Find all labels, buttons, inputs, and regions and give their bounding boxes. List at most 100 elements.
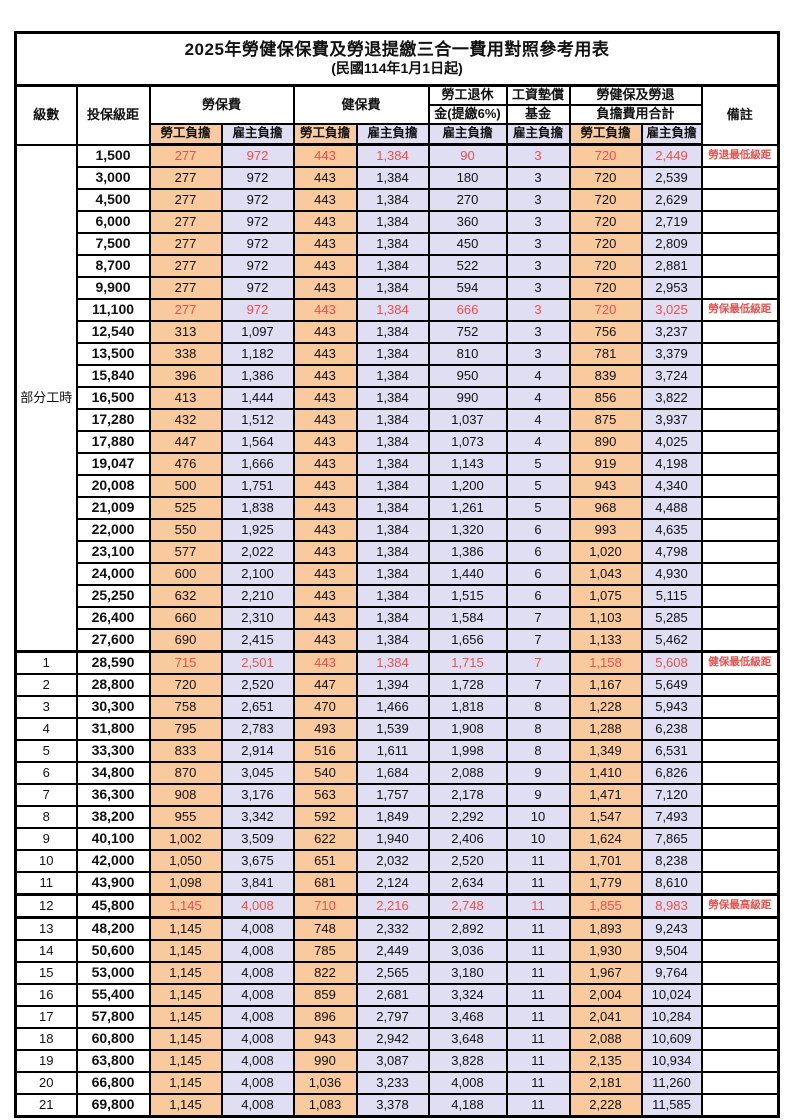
cell-level: 15 <box>14 961 78 985</box>
cell-labor-fee-employee: 277 <box>148 232 223 256</box>
cell-labor-fee-employee: 1,145 <box>148 939 223 963</box>
table-row: 19 63,800 1,145 4,008 990 3,087 3,828 11 2,135 10… <box>14 1049 780 1073</box>
cell-salary-bracket: 40,100 <box>75 827 151 851</box>
cell-labor-fee-employer: 2,415 <box>220 628 295 653</box>
col-header-salary-bracket: 投保級距 <box>75 84 151 146</box>
cell-level: 16 <box>14 983 78 1007</box>
cell-health-fee-employer: 1,849 <box>355 805 430 829</box>
cell-labor-fee-employer: 4,008 <box>220 1005 295 1029</box>
cell-health-fee-employer: 2,449 <box>355 939 430 963</box>
cell-remark <box>700 540 780 564</box>
table-row: 24,000 600 2,100 443 1,384 1,440 6 1,043 4,930 <box>16 562 780 586</box>
cell-health-fee-employer: 1,757 <box>355 783 430 807</box>
cell-remark <box>700 849 780 873</box>
cell-labor-fee-employee: 1,002 <box>148 827 223 851</box>
cell-labor-fee-employer: 2,914 <box>220 739 295 763</box>
cell-remark <box>700 827 780 851</box>
cell-health-fee-employee: 540 <box>292 761 358 785</box>
cell-salary-bracket: 1,500 <box>75 143 151 168</box>
cell-remark <box>700 232 780 256</box>
table-row: 11,100 277 972 443 1,384 666 3 720 3,025 勞保最低級距 <box>16 298 780 322</box>
cell-health-fee-employee: 592 <box>292 805 358 829</box>
cell-salary-bracket: 15,840 <box>75 364 151 388</box>
subheader-total-employer: 雇主負擔 <box>640 123 703 146</box>
col-header-total-line2: 負擔費用合計 <box>568 104 703 125</box>
table-row: 7 36,300 908 3,176 563 1,757 2,178 9 1,471 7,120 <box>14 783 780 807</box>
cell-labor-fee-employer: 3,509 <box>220 827 295 851</box>
cell-health-fee-employee: 443 <box>292 452 358 476</box>
cell-salary-bracket: 55,400 <box>75 983 151 1007</box>
cell-labor-fee-employee: 413 <box>148 386 223 410</box>
cell-health-fee-employer: 1,384 <box>355 430 430 454</box>
cell-remark <box>700 276 780 300</box>
cell-salary-bracket: 6,000 <box>75 210 151 234</box>
cell-wage-fund-employer: 5 <box>505 452 571 476</box>
cell-labor-fee-employer: 2,783 <box>220 717 295 741</box>
cell-salary-bracket: 17,280 <box>75 408 151 432</box>
cell-labor-fee-employer: 2,520 <box>220 673 295 697</box>
cell-salary-bracket: 66,800 <box>75 1071 151 1095</box>
cell-labor-fee-employee: 758 <box>148 695 223 719</box>
cell-total-employee: 720 <box>568 232 643 256</box>
cell-pension-employer: 1,584 <box>427 606 508 630</box>
table-row: 部分工時 1,500 277 972 443 1,384 90 3 720 2,449 勞退最低級距 <box>14 143 780 653</box>
cell-total-employee: 1,967 <box>568 961 643 985</box>
cell-total-employee: 756 <box>568 320 643 344</box>
cell-pension-employer: 1,998 <box>427 739 508 763</box>
cell-total-employer: 9,504 <box>640 939 703 963</box>
cell-health-fee-employer: 2,332 <box>355 916 430 941</box>
cell-labor-fee-employee: 1,145 <box>148 916 223 941</box>
cell-labor-fee-employee: 1,098 <box>148 871 223 896</box>
col-header-wage-fund-line2: 基金 <box>505 104 571 125</box>
cell-wage-fund-employer: 3 <box>505 166 571 190</box>
cell-level: 5 <box>14 739 78 763</box>
cell-total-employee: 1,158 <box>568 650 643 675</box>
cell-labor-fee-employee: 795 <box>148 717 223 741</box>
cell-wage-fund-employer: 3 <box>505 342 571 366</box>
cell-salary-bracket: 30,300 <box>75 695 151 719</box>
cell-remark <box>700 166 780 190</box>
table-row: 5 33,300 833 2,914 516 1,611 1,998 8 1,349 6,531 <box>14 739 780 763</box>
cell-pension-employer: 2,634 <box>427 871 508 896</box>
cell-remark: 健保最低級距 <box>700 650 780 675</box>
cell-wage-fund-employer: 10 <box>505 805 571 829</box>
cell-total-employee: 1,930 <box>568 939 643 963</box>
cell-health-fee-employer: 1,384 <box>355 628 430 653</box>
cell-total-employee: 781 <box>568 342 643 366</box>
cell-labor-fee-employer: 1,751 <box>220 474 295 498</box>
cell-pension-employer: 3,180 <box>427 961 508 985</box>
cell-health-fee-employer: 3,233 <box>355 1071 430 1095</box>
cell-wage-fund-employer: 11 <box>505 961 571 985</box>
cell-labor-fee-employee: 600 <box>148 562 223 586</box>
cell-total-employer: 6,531 <box>640 739 703 763</box>
cell-labor-fee-employee: 447 <box>148 430 223 454</box>
cell-wage-fund-employer: 3 <box>505 298 571 322</box>
cell-pension-employer: 1,908 <box>427 717 508 741</box>
cell-pension-employer: 1,261 <box>427 496 508 520</box>
cell-pension-employer: 594 <box>427 276 508 300</box>
cell-total-employee: 1,043 <box>568 562 643 586</box>
cell-pension-employer: 2,406 <box>427 827 508 851</box>
cell-pension-employer: 4,008 <box>427 1071 508 1095</box>
cell-health-fee-employee: 443 <box>292 474 358 498</box>
cell-remark <box>700 452 780 476</box>
cell-health-fee-employer: 1,384 <box>355 518 430 542</box>
cell-labor-fee-employee: 1,145 <box>148 1005 223 1029</box>
cell-health-fee-employer: 2,124 <box>355 871 430 896</box>
cell-wage-fund-employer: 6 <box>505 518 571 542</box>
cell-remark <box>700 562 780 586</box>
cell-total-employee: 1,075 <box>568 584 643 608</box>
cell-salary-bracket: 16,500 <box>75 386 151 410</box>
cell-health-fee-employee: 443 <box>292 628 358 653</box>
cell-wage-fund-employer: 11 <box>505 1005 571 1029</box>
cell-health-fee-employee: 443 <box>292 166 358 190</box>
cell-wage-fund-employer: 3 <box>505 276 571 300</box>
cell-labor-fee-employee: 277 <box>148 276 223 300</box>
cell-salary-bracket: 60,800 <box>75 1027 151 1051</box>
cell-total-employer: 10,934 <box>640 1049 703 1073</box>
cell-total-employee: 875 <box>568 408 643 432</box>
table-row: 8,700 277 972 443 1,384 522 3 720 2,881 <box>16 254 780 278</box>
cell-remark <box>700 916 780 941</box>
cell-wage-fund-employer: 11 <box>505 893 571 919</box>
